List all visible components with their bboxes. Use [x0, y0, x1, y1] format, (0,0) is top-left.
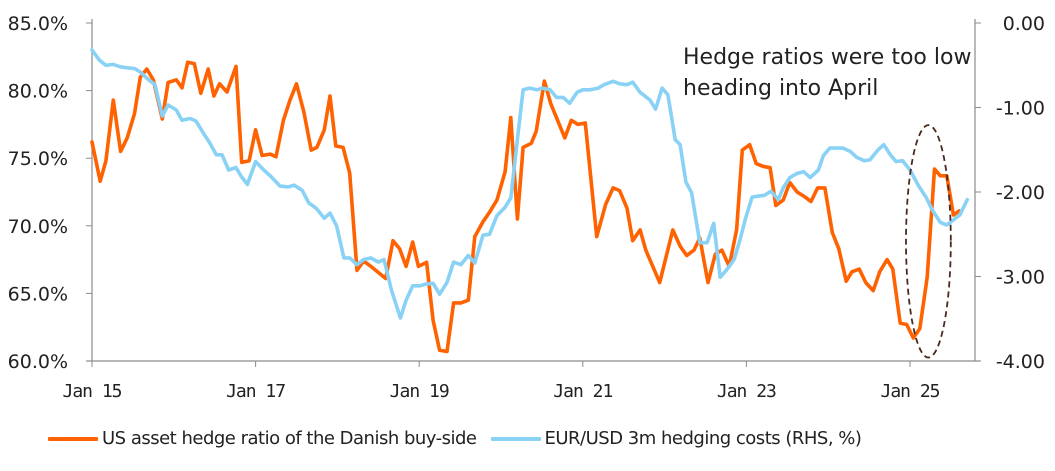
right-tick-label: -3.00: [996, 267, 1045, 289]
legend-item-hedging-costs: EUR/USD 3m hedging costs (RHS, %): [490, 428, 862, 449]
left-tick-label: 60.0%: [8, 351, 68, 373]
series-line-hedge-ratio: [90, 60, 961, 354]
left-tick-label: 80.0%: [8, 81, 68, 103]
x-tick-label: Jan 21: [553, 381, 612, 402]
right-tick-label: -2.00: [996, 182, 1045, 204]
x-tick-label: Jan 25: [880, 381, 939, 402]
x-axis-ticks: Jan 15 Jan 17 Jan 19 Jan 21 Jan 23 Jan 25: [62, 361, 941, 402]
right-axis-ticks: -4.00 -3.00 -2.00 -1.00 0.00: [975, 13, 1045, 373]
legend-swatch-orange: [48, 436, 98, 441]
legend-label-hedging-costs: EUR/USD 3m hedging costs (RHS, %): [544, 428, 862, 449]
highlight-ellipse: [905, 124, 952, 359]
right-tick-label: -1.00: [996, 98, 1045, 120]
left-tick-label: 75.0%: [8, 148, 68, 170]
series-line-hedging-costs: [90, 48, 970, 320]
right-tick-label: 0.00: [1003, 13, 1045, 35]
annotation-line-2: heading into April: [683, 76, 878, 101]
legend-item-hedge-ratio: US asset hedge ratio of the Danish buy-s…: [48, 428, 477, 449]
x-tick-label: Jan 15: [62, 381, 121, 402]
legend-swatch-blue: [490, 436, 541, 441]
left-tick-label: 65.0%: [8, 283, 68, 305]
legend-label-hedge-ratio: US asset hedge ratio of the Danish buy-s…: [102, 428, 477, 449]
annotation-line-1: Hedge ratios were too low: [683, 45, 971, 70]
right-tick-label: -4.00: [996, 351, 1045, 373]
x-tick-label: Jan 19: [390, 381, 449, 402]
x-tick-label: Jan 17: [226, 381, 285, 402]
left-axis-ticks: 60.0% 65.0% 70.0% 75.0% 80.0% 85.0%: [8, 13, 92, 373]
series-lines: [90, 48, 970, 354]
x-tick-label: Jan 23: [717, 381, 776, 402]
legend: US asset hedge ratio of the Danish buy-s…: [48, 428, 875, 449]
left-tick-label: 85.0%: [8, 13, 68, 35]
axes: [87, 19, 980, 362]
left-tick-label: 70.0%: [8, 216, 68, 238]
annotation: Hedge ratios were too low heading into A…: [683, 45, 971, 359]
